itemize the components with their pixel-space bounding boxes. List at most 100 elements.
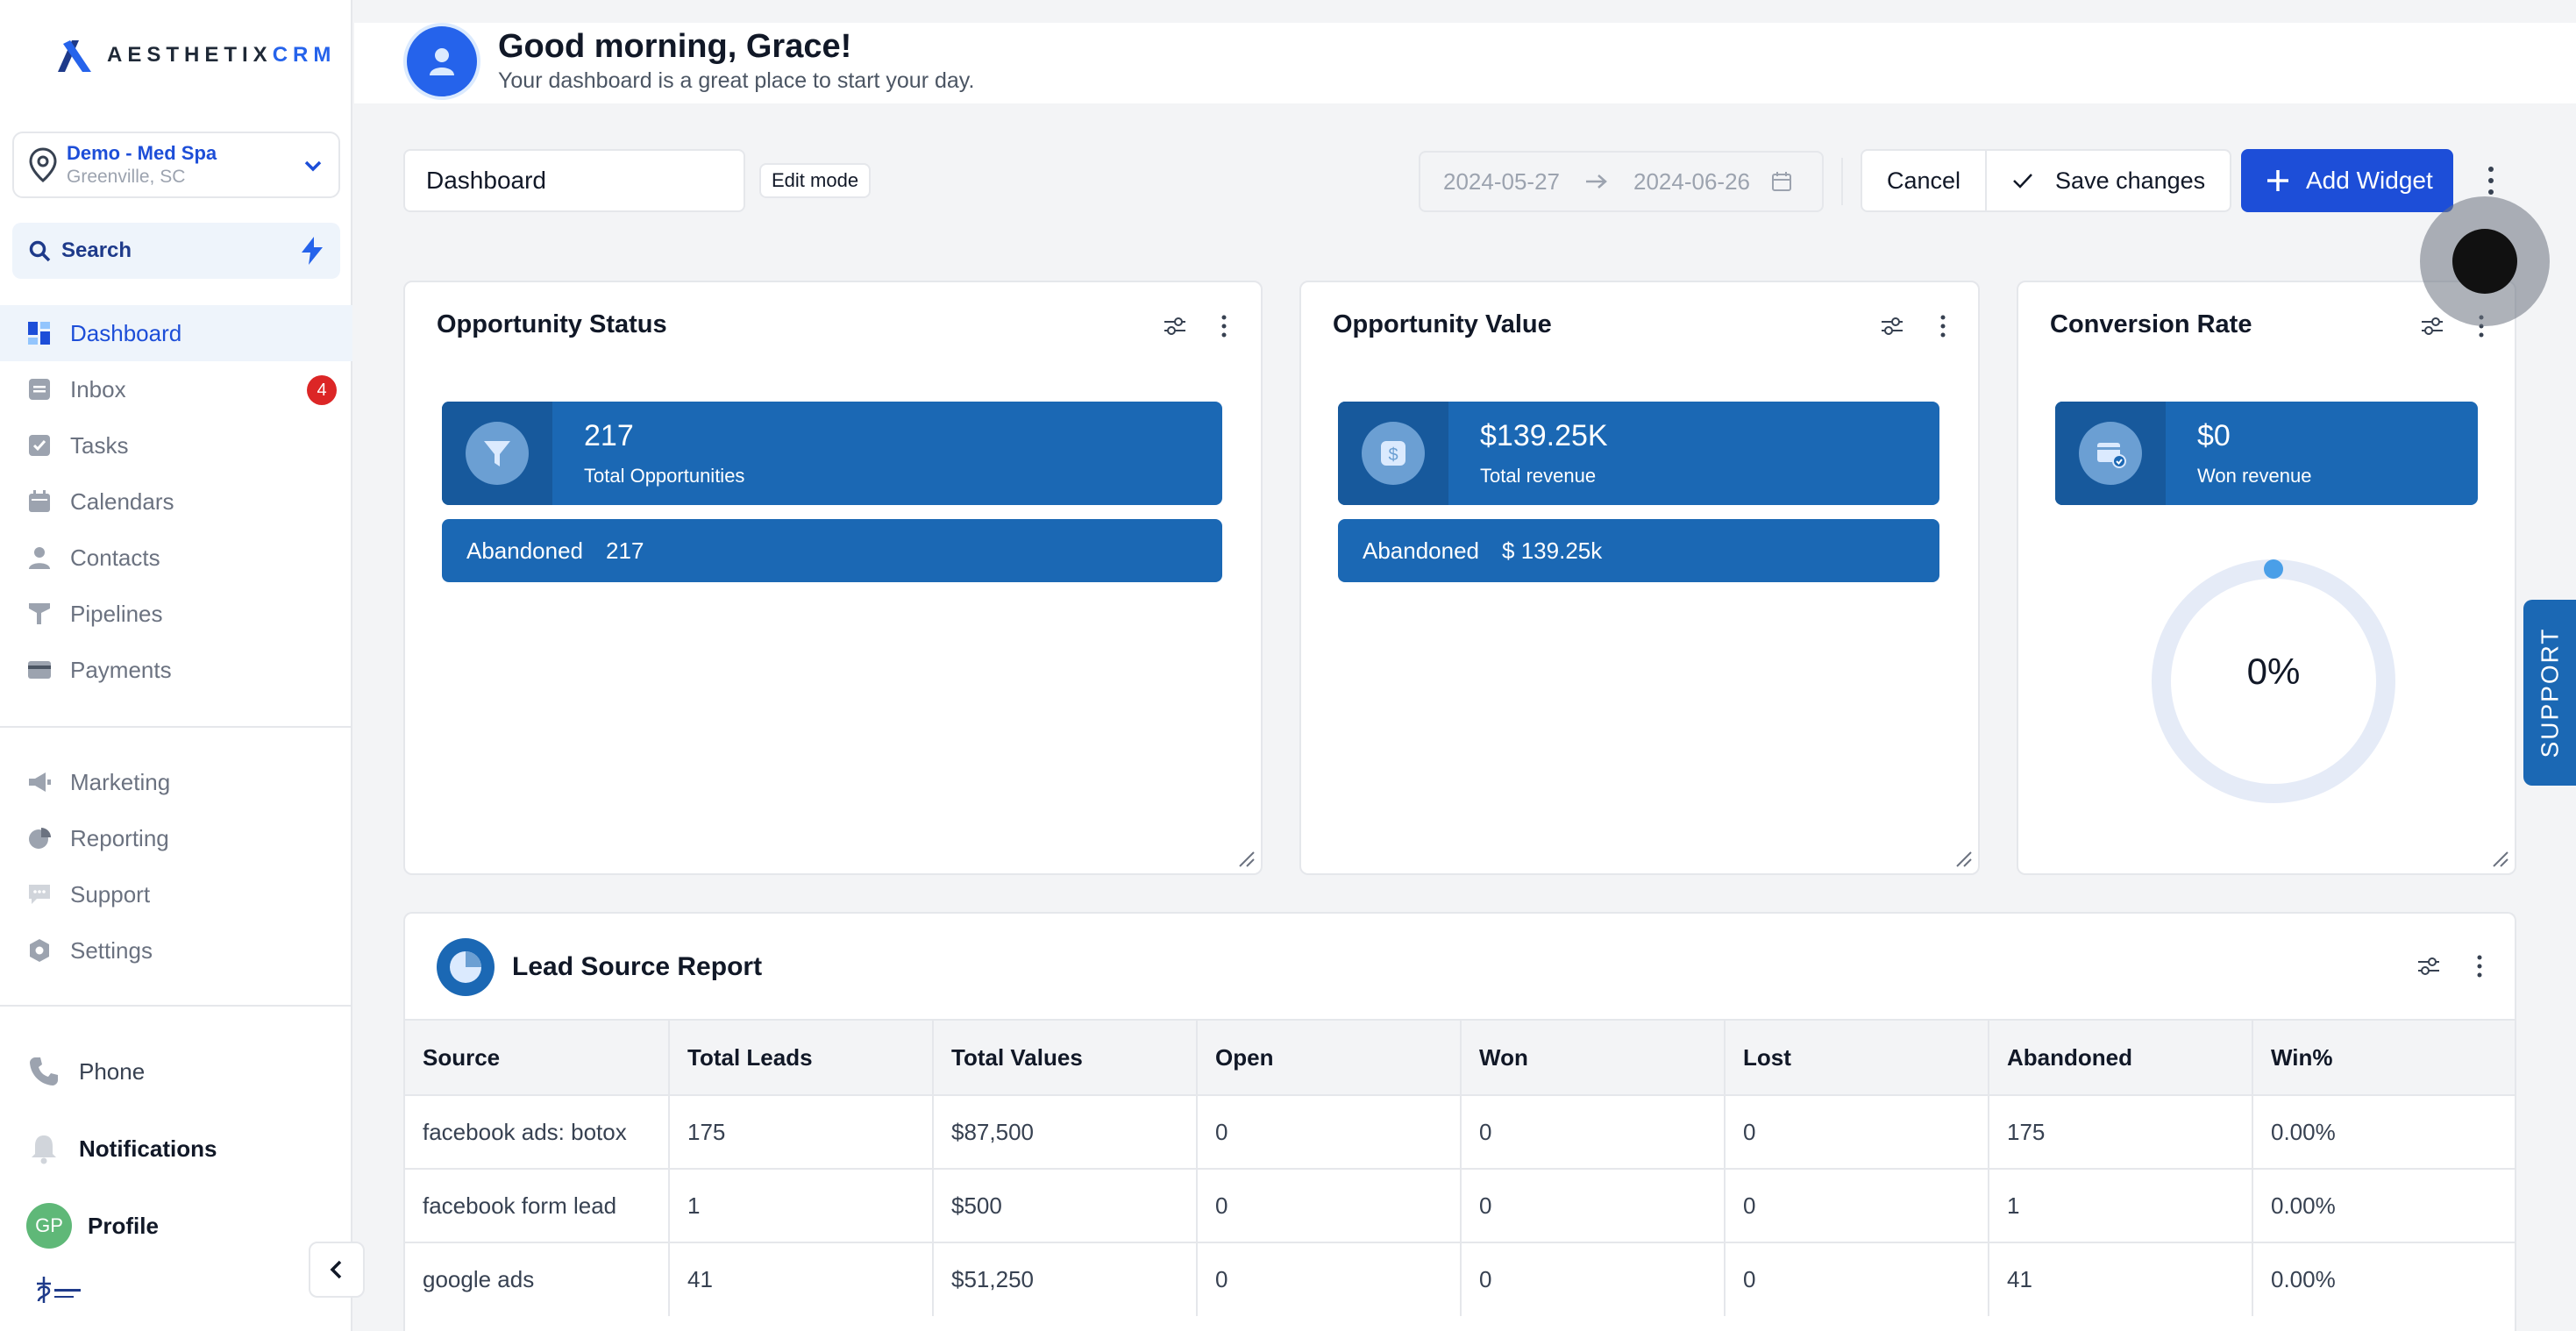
widget-title: Lead Source Report (512, 952, 763, 981)
dashboard-name-input[interactable]: Dashboard (403, 149, 745, 212)
sidebar-item-marketing[interactable]: Marketing (0, 754, 352, 810)
sidebar-item-pipelines[interactable]: Pipelines (0, 586, 352, 642)
metric-icon-box (442, 402, 552, 505)
filter-settings-icon[interactable] (2416, 954, 2441, 979)
cancel-button[interactable]: Cancel (1887, 167, 1961, 194)
table-cell: facebook form lead (405, 1168, 670, 1242)
table-cell: 0.00% (2252, 1094, 2515, 1169)
date-to[interactable]: 2024-06-26 (1633, 167, 1750, 195)
sidebar-divider (0, 1005, 352, 1007)
metric-label: Won revenue (2197, 465, 2312, 487)
location-switcher[interactable]: Demo - Med Spa Greenville, SC (12, 132, 340, 198)
chevron-left-icon (330, 1260, 342, 1279)
column-header[interactable]: Lost (1725, 1019, 1989, 1095)
column-header[interactable]: Total Leads (669, 1019, 934, 1095)
abandoned-metric[interactable]: Abandoned 217 (442, 519, 1222, 582)
greeting-title: Good morning, Grace! (498, 28, 852, 65)
report-icon-circle (437, 938, 495, 996)
cursor-indicator (2420, 196, 2550, 326)
column-header[interactable]: Abandoned (1989, 1019, 2253, 1095)
avatar: GP (26, 1203, 72, 1249)
sidebar-item-label: Contacts (70, 544, 160, 571)
map-pin-icon (29, 147, 57, 182)
edit-actions: Cancel Save changes (1861, 149, 2232, 212)
pie-chart-icon (29, 828, 51, 849)
lead-source-report-widget: Lead Source Report Source Total Leads To… (403, 912, 2516, 1331)
sidebar-item-reporting[interactable]: Reporting (0, 810, 352, 866)
phone-button[interactable]: Phone (26, 1054, 145, 1089)
sidebar-item-label: Pipelines (70, 600, 163, 627)
filter-settings-icon[interactable] (1880, 314, 1904, 338)
table-row[interactable]: google ads 41 $51,250 0 0 0 41 0.00% (405, 1242, 2515, 1316)
metric-value: 217 (584, 419, 634, 452)
conversion-percent: 0% (2246, 651, 2301, 692)
table-header-row: Source Total Leads Total Values Open Won… (405, 1019, 2515, 1095)
support-tab-label: SUPPORT (2536, 627, 2564, 758)
company-logo-icon (37, 1277, 81, 1303)
table-cell: google ads (405, 1242, 670, 1316)
arrow-right-icon (1586, 174, 1607, 189)
sidebar-item-support[interactable]: Support (0, 866, 352, 922)
date-range-picker[interactable]: 2024-05-27 2024-06-26 (1419, 151, 1824, 212)
sidebar-item-dashboard[interactable]: Dashboard (0, 305, 352, 361)
table-cell: 0 (1461, 1094, 1726, 1169)
metric-icon-circle (2079, 422, 2142, 485)
resize-handle-icon[interactable] (2488, 847, 2509, 868)
sidebar-item-label: Settings (70, 936, 153, 964)
cursor-core (2452, 229, 2517, 294)
sidebar-item-label: Reporting (70, 824, 169, 851)
sidebar-item-inbox[interactable]: Inbox 4 (0, 361, 352, 417)
table-row[interactable]: facebook ads: botox 175 $87,500 0 0 0 17… (405, 1094, 2515, 1169)
column-header[interactable]: Total Values (933, 1019, 1198, 1095)
table-cell: 175 (669, 1094, 934, 1169)
calendar-icon (1772, 172, 1791, 191)
search-label: Search (61, 238, 132, 262)
megaphone-icon (29, 772, 51, 792)
notifications-button[interactable]: Notifications (26, 1131, 217, 1166)
opportunity-status-widget: Opportunity Status 217 Total Opportuniti… (403, 281, 1263, 875)
table-cell: 0 (1725, 1094, 1989, 1169)
table-cell: $87,500 (933, 1094, 1198, 1169)
profile-button[interactable]: GP Profile (26, 1203, 159, 1249)
resize-handle-icon[interactable] (1952, 847, 1973, 868)
column-header[interactable]: Open (1197, 1019, 1462, 1095)
total-revenue-metric[interactable]: $ $139.25K Total revenue (1338, 402, 1939, 505)
notifications-label: Notifications (79, 1135, 217, 1162)
toolbar-divider (1841, 158, 1843, 205)
support-tab[interactable]: SUPPORT (2523, 600, 2576, 786)
add-widget-button[interactable]: Add Widget (2241, 149, 2453, 212)
brand-logo[interactable]: AESTHETIXCRM (54, 35, 336, 75)
collapse-sidebar-button[interactable] (309, 1242, 365, 1298)
save-changes-button[interactable]: Save changes (1985, 151, 2230, 210)
sidebar-item-contacts[interactable]: Contacts (0, 530, 352, 586)
widget-more-icon[interactable] (1220, 314, 1228, 338)
sidebar-item-settings[interactable]: Settings (0, 922, 352, 979)
abandoned-metric[interactable]: Abandoned $ 139.25k (1338, 519, 1939, 582)
search-button[interactable]: Search (12, 223, 340, 279)
widget-title: Opportunity Value (1333, 310, 1552, 338)
user-avatar (403, 23, 480, 100)
filter-settings-icon[interactable] (2420, 314, 2444, 338)
profile-label: Profile (88, 1212, 159, 1239)
widget-more-icon[interactable] (1939, 314, 1946, 338)
total-opportunities-metric[interactable]: 217 Total Opportunities (442, 402, 1222, 505)
sidebar-item-tasks[interactable]: Tasks (0, 417, 352, 473)
table-row[interactable]: facebook form lead 1 $500 0 0 0 1 0.00% (405, 1168, 2515, 1242)
sidebar-item-payments[interactable]: Payments (0, 642, 352, 698)
more-options-icon[interactable] (2487, 165, 2495, 196)
sidebar-item-calendars[interactable]: Calendars (0, 473, 352, 530)
column-header[interactable]: Source (405, 1019, 670, 1095)
plus-icon (2267, 170, 2288, 191)
sidebar-item-label: Marketing (70, 768, 171, 795)
table-cell: facebook ads: botox (405, 1094, 670, 1169)
date-from[interactable]: 2024-05-27 (1443, 167, 1560, 195)
secondary-nav: Marketing Reporting Support Settings (0, 754, 352, 979)
column-header[interactable]: Won (1461, 1019, 1726, 1095)
widget-more-icon[interactable] (2476, 954, 2483, 979)
won-revenue-metric[interactable]: $0 Won revenue (2055, 402, 2478, 505)
column-header[interactable]: Win% (2252, 1019, 2515, 1095)
add-widget-label: Add Widget (2306, 167, 2433, 194)
lightning-icon[interactable] (296, 235, 328, 267)
resize-handle-icon[interactable] (1235, 847, 1256, 868)
filter-settings-icon[interactable] (1163, 314, 1187, 338)
